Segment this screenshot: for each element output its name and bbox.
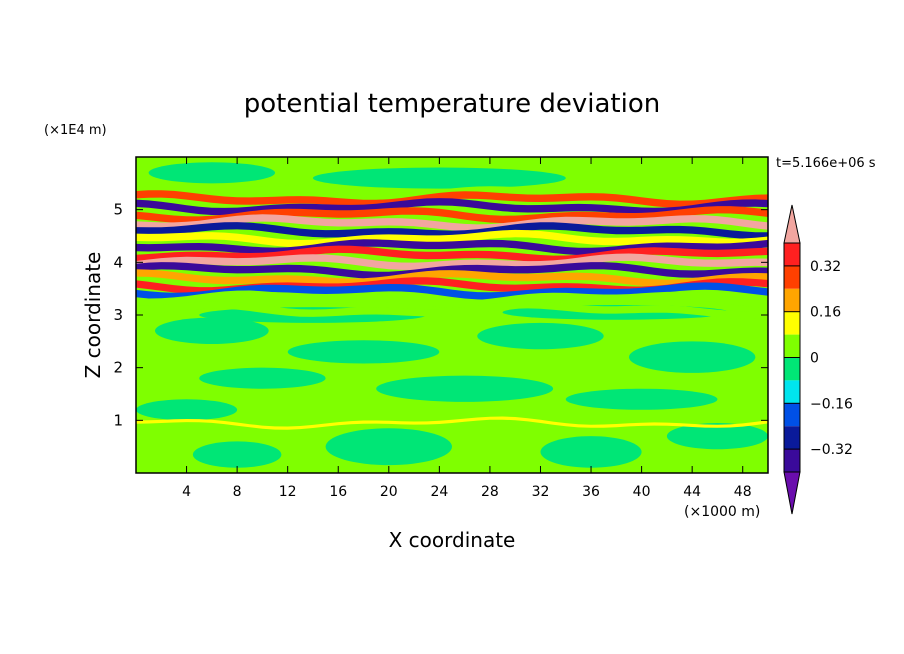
x-tick-label: 48 [734,484,752,500]
contour-band [136,253,768,270]
contour-band [136,290,768,308]
contour-patch [199,367,326,389]
x-tick-labels: 4 8 12 16 20 24 28 32 36 40 44 48 [182,484,752,500]
contour-patch [312,167,566,189]
x-tick-label: 8 [233,484,242,500]
x-axis-title: X coordinate [389,528,516,552]
colorbar-tick-label: 0.16 [810,305,841,321]
contour-patch [565,388,718,410]
contour-patch [154,317,269,344]
chart-title: potential temperature deviation [244,89,660,119]
contour-patch [325,428,452,466]
contour-band [136,214,768,232]
contour-band [136,245,768,263]
colorbar-bin [784,449,800,472]
y-tick-label: 5 [113,201,123,219]
x-tick-label: 20 [380,484,398,500]
contour-patch [192,441,282,468]
colorbar-tick-label: −0.32 [810,442,853,458]
x-tick-label: 16 [329,484,347,500]
contour-patch [136,399,238,421]
x-tick-label: 40 [633,484,651,500]
y-tick-label: 3 [113,306,123,324]
y-tick-label: 1 [113,411,123,429]
x-tick-label: 12 [279,484,297,500]
y-axis-unit-label: (×1E4 m) [44,123,107,138]
contour-patch [477,322,604,350]
x-tick-label: 28 [481,484,499,500]
colorbar-bin [784,357,800,381]
contour-patch [666,422,768,450]
x-tick-label: 32 [532,484,550,500]
contour-patch [376,375,554,402]
colorbar-tick-label: −0.16 [810,396,853,412]
colorbar-bin [784,243,800,266]
colorbar-bin [784,334,800,358]
contour-band [136,301,768,319]
contour-patch [287,340,440,364]
x-tick-label: 36 [582,484,600,500]
x-tick-label: 44 [683,484,701,500]
contour-patch [148,162,276,184]
contour-patch [540,436,642,468]
y-tick-labels: 1 2 3 4 5 [113,201,123,430]
contour-band [136,222,768,240]
x-tick-label: 4 [182,484,191,500]
colorbar-bin [784,380,800,404]
colorbar-extend-max [783,204,801,244]
colorbar-tick-label: 0.32 [810,259,841,275]
colorbar-extend-min [783,471,801,515]
y-axis-title: Z coordinate [81,252,105,379]
colorbar-bin [784,403,800,427]
colorbar-bin [784,265,800,289]
contour-band [136,416,768,430]
colorbar-bin [784,288,800,312]
contour-patch [628,341,756,373]
axes [135,156,769,474]
y-tick-label: 2 [113,359,123,377]
time-label: t=5.166e+06 s [776,156,876,171]
colorbar-bin [784,426,800,450]
y-tick-label: 4 [113,253,123,271]
colorbar: 0.32 0.16 0 −0.16 −0.32 [783,204,853,515]
x-tick-label: 24 [430,484,448,500]
x-axis-unit-label: (×1000 m) [684,504,760,520]
colorbar-bin [784,311,800,335]
colorbar-tick-label: 0 [810,351,819,367]
contour-field [136,157,768,473]
contour-band [136,182,768,201]
contour-band [136,229,768,248]
